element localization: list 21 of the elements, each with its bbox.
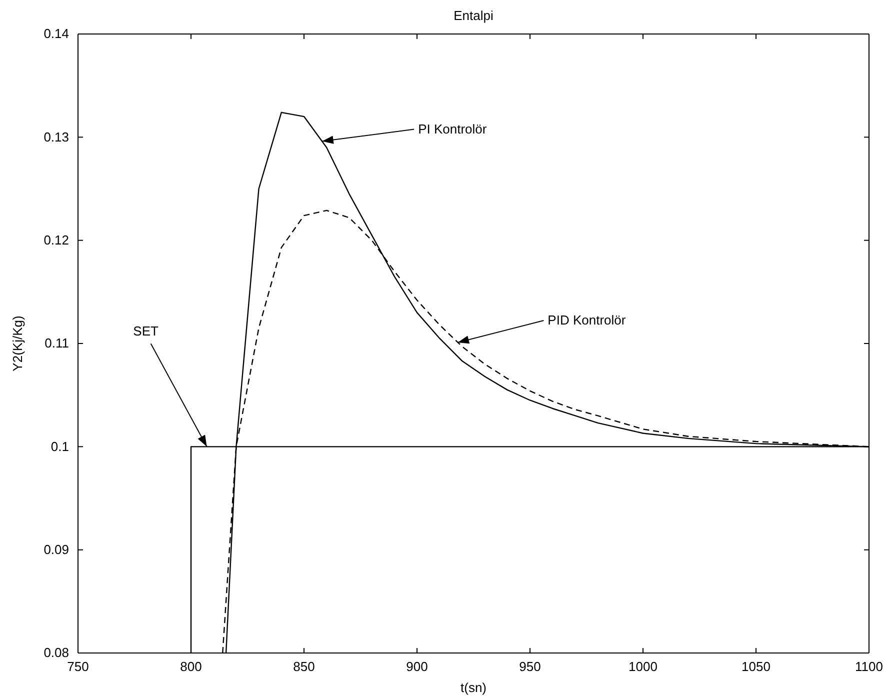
x-tick-label: 1100 (855, 659, 883, 674)
x-axis-title: t(sn) (460, 680, 486, 695)
y-tick-label: 0.08 (44, 645, 69, 660)
x-tick-label: 850 (293, 659, 315, 674)
annotation: SET (133, 324, 159, 339)
chart-title: Entalpi (454, 8, 494, 23)
x-tick-label: 800 (180, 659, 202, 674)
y-tick-label: 0.12 (44, 232, 69, 248)
annotation: PI Kontrolör (418, 121, 488, 136)
y-tick-label: 0.1 (50, 438, 69, 454)
y-tick-label: 0.11 (44, 336, 69, 351)
y-tick-label: 0.13 (44, 129, 69, 144)
y-tick-label: 0.14 (44, 26, 69, 42)
x-tick-label: 1000 (628, 659, 658, 674)
x-tick-label: 900 (406, 659, 428, 674)
x-tick-label: 950 (519, 659, 541, 674)
y-axis-title: Y2(Kj/Kg) (10, 316, 25, 372)
x-tick-label: 1050 (742, 659, 770, 674)
x-tick-label: 750 (67, 659, 89, 674)
y-tick-label: 0.09 (44, 542, 69, 557)
annotation: PID Kontrolör (548, 312, 626, 328)
